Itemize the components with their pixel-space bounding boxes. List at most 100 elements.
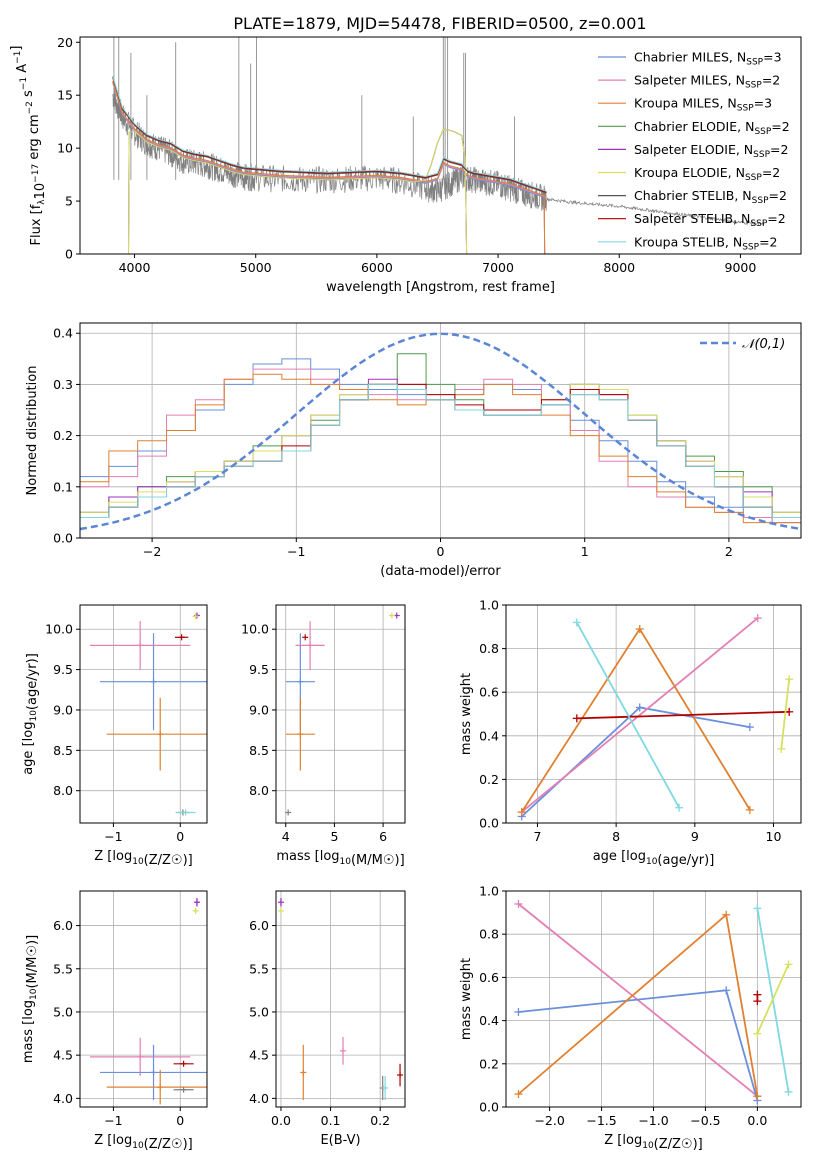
axes-frame <box>275 890 406 1108</box>
y-tick-label: 0.0 <box>53 531 73 546</box>
legend-entry: Chabrier STELIB, NSSP=2 <box>634 188 787 206</box>
errorbar-point <box>285 697 315 771</box>
y-tick-label: 0 <box>65 247 73 262</box>
gridlines <box>276 891 405 1107</box>
y-tick-label: 5 <box>65 194 73 209</box>
x-tick-label: −2.0 <box>534 1113 564 1128</box>
weight-series-line <box>576 710 790 720</box>
y-tick-label: 0.4 <box>479 1013 499 1028</box>
x-tick-label: 0.1 <box>321 1113 341 1128</box>
x-tick-label: −1.0 <box>638 1113 668 1128</box>
y-tick-label: 5.5 <box>249 961 269 976</box>
y-tick-label: 0.4 <box>479 728 499 743</box>
legend-suffix: =2 <box>762 73 780 88</box>
axes-frame <box>79 890 208 1108</box>
x-tick-label: 0.0 <box>747 1113 767 1128</box>
x-axis-label: Z [log10(Z/Z☉)] <box>94 849 192 868</box>
x-tick-label: 2 <box>725 544 733 559</box>
label-part: Z [ <box>94 849 112 864</box>
weight-series <box>517 614 762 817</box>
label-part: A <box>15 64 30 77</box>
legend-label: Salpeter ELODIE, N <box>634 142 753 157</box>
label-sub: 10 <box>132 857 144 867</box>
y-tick-label: 0.3 <box>53 377 73 392</box>
plot-area <box>517 614 794 821</box>
errorbar-point <box>90 1037 191 1076</box>
errorbar-point <box>174 634 189 641</box>
x-tick-label: 6000 <box>361 260 393 275</box>
y-tick-label: 4.5 <box>249 1048 269 1063</box>
legend-entry: 𝒩(0,1) <box>742 337 785 352</box>
weight-series-line <box>521 706 751 818</box>
x-axis-label: age [log10(age/yr)] <box>593 849 715 868</box>
x-tick-label: 6 <box>379 829 387 844</box>
legend-label: Salpeter STELIB, N <box>634 211 750 226</box>
y-tick-label: 4.0 <box>249 1091 269 1106</box>
label-part: s <box>21 90 36 101</box>
errorbar-point <box>90 621 191 670</box>
legend-sub: SSP <box>742 242 759 252</box>
legend-entry: Salpeter STELIB, NSSP=2 <box>634 211 786 229</box>
label-part: (Z/Z☉)] <box>144 853 193 868</box>
legend-sub: SSP <box>737 104 754 114</box>
label-part: (M/M☉)] <box>25 935 40 989</box>
x-tick-label: 7 <box>533 829 541 844</box>
model-fit-line <box>112 77 547 194</box>
y-tick-label: 1.0 <box>479 598 499 613</box>
axes-frame <box>505 604 802 824</box>
x-tick-label: 4000 <box>119 260 151 275</box>
y-tick-label: 8.5 <box>249 743 269 758</box>
weight-series <box>572 618 684 812</box>
x-tick-label: 4 <box>282 829 290 844</box>
y-tick-label: 0.2 <box>479 772 499 787</box>
x-tick-label: 1 <box>581 544 589 559</box>
errorbar-point <box>285 809 292 816</box>
x-axis-label: Z [log10(Z/Z☉)] <box>604 1133 702 1152</box>
errorbar-point <box>302 634 309 641</box>
y-tick-label: 0.2 <box>53 428 73 443</box>
model-fit-line <box>112 82 547 254</box>
label-part: Z [ <box>604 1133 622 1148</box>
legend-sub: SSP <box>752 196 769 206</box>
errorbar-point <box>100 633 207 731</box>
histogram-step <box>80 383 801 519</box>
y-tick-label: 5.0 <box>249 1004 269 1019</box>
legend-suffix: =2 <box>762 165 780 180</box>
errorbar-point <box>193 897 200 907</box>
legend-entry: Kroupa MILES, NSSP=3 <box>634 96 772 114</box>
legend-entry: Chabrier MILES, NSSP=3 <box>634 50 782 68</box>
errorbar-point <box>192 613 199 620</box>
weight-series-line <box>780 678 791 750</box>
weight-series <box>517 624 754 817</box>
label-part: age [ <box>593 849 626 864</box>
legend-sub: SSP <box>745 81 762 91</box>
weight-series <box>514 910 762 1101</box>
x-tick-label: 9 <box>691 829 699 844</box>
label-part: Z [ <box>94 1133 112 1148</box>
y-tick-label: 8.0 <box>249 783 269 798</box>
errorbar-point <box>382 1075 389 1101</box>
plot-area <box>80 332 801 531</box>
label-part: (data-model)/error <box>380 564 501 579</box>
y-axis-label: mass weight <box>459 673 474 755</box>
model-fit-line <box>112 76 547 193</box>
x-tick-label: 5000 <box>240 260 272 275</box>
weight-series-line <box>518 989 759 1101</box>
y-tick-label: 15 <box>57 88 73 103</box>
normal-reference-curve <box>80 332 801 531</box>
legend-suffix: =2 <box>769 188 787 203</box>
plot-area <box>112 37 765 254</box>
legend-label: Kroupa STELIB, N <box>634 234 742 249</box>
label-sub: 10 <box>642 1141 654 1151</box>
x-tick-label: 8000 <box>603 260 635 275</box>
legend-suffix: =3 <box>763 50 781 65</box>
x-tick-label: 8 <box>612 829 620 844</box>
legend-entry: Salpeter MILES, NSSP=2 <box>634 73 780 91</box>
label-sub: λ <box>37 199 47 205</box>
plot-area <box>90 612 207 816</box>
plot-area <box>277 897 404 1101</box>
x-tick-label: 9000 <box>725 260 757 275</box>
errorbar-point <box>277 907 284 914</box>
y-tick-label: 9.0 <box>53 702 73 717</box>
